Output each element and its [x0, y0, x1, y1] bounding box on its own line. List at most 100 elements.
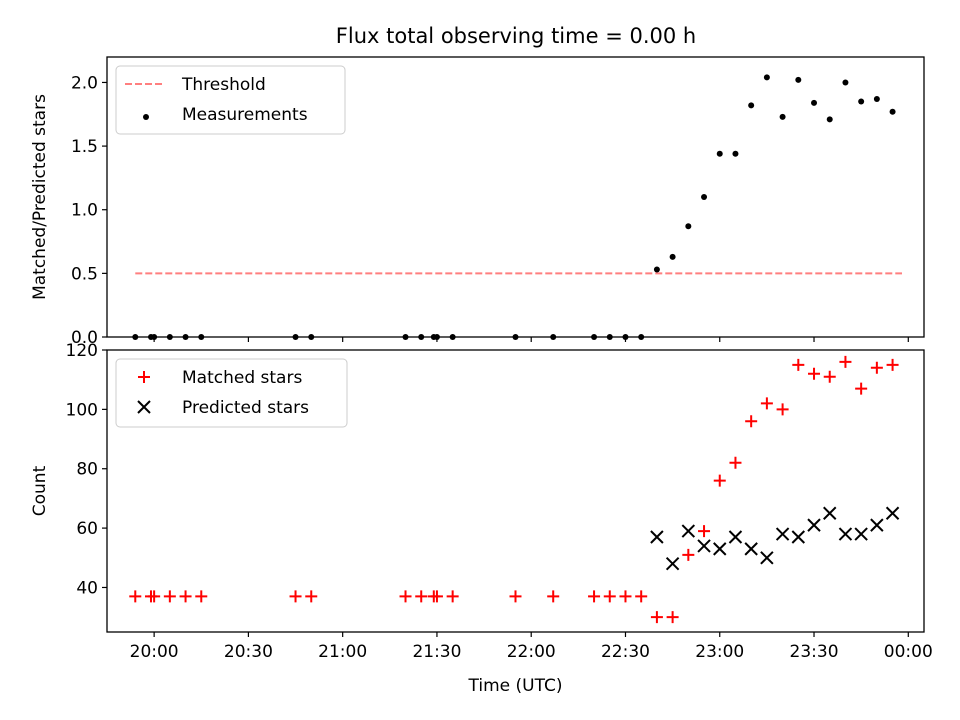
data-point: [713, 474, 726, 487]
data-point: [650, 530, 664, 544]
data-point: [716, 150, 723, 157]
y-tick-label: 1.5: [71, 137, 98, 157]
data-point: [823, 370, 836, 383]
data-point: [163, 590, 176, 603]
data-point: [823, 506, 837, 520]
x-tick-label: 22:30: [601, 642, 650, 662]
chart-title: Flux total observing time = 0.00 h: [336, 24, 696, 48]
legend-swatch: [143, 114, 149, 120]
data-point: [653, 266, 660, 273]
y-tick-label: 1.0: [71, 201, 98, 221]
legend-swatch: [138, 371, 150, 383]
data-point: [870, 518, 884, 532]
top-panel: 0.0 0.5 1.0 1.5 2.0 Matched/Predicted stars Th…: [30, 56, 925, 348]
y-tick-label: 100: [66, 400, 98, 420]
data-point: [195, 590, 208, 603]
series-predicted-stars: [650, 506, 900, 571]
data-point: [701, 194, 708, 200]
y-tick-label: 120: [66, 341, 98, 361]
data-point: [509, 590, 522, 603]
data-point: [826, 116, 833, 123]
data-point: [792, 358, 805, 371]
data-point: [763, 74, 770, 81]
legend: Threshold Measurements: [115, 65, 346, 135]
data-point: [681, 524, 696, 538]
data-point: [148, 590, 161, 603]
y-tick-label: 0.0: [71, 328, 98, 348]
y-axis-label: Count: [30, 465, 50, 516]
legend-box: [115, 358, 348, 428]
legend-box: [115, 65, 346, 135]
data-point: [697, 539, 711, 553]
data-point: [698, 525, 711, 538]
x-tick-label: 23:00: [695, 642, 744, 662]
x-tick-label: 22:00: [507, 642, 556, 662]
x-tick-label: 21:30: [412, 642, 461, 662]
data-point: [685, 223, 692, 230]
data-point: [855, 382, 868, 395]
y-axis-label: Matched/Predicted stars: [30, 94, 50, 300]
y-tick-label: 40: [76, 578, 98, 598]
data-point: [713, 542, 727, 556]
legend-label: Measurements: [182, 105, 308, 125]
data-point: [858, 98, 865, 105]
data-point: [838, 527, 853, 541]
data-point: [588, 590, 601, 603]
data-point: [603, 590, 616, 603]
data-point: [732, 150, 739, 157]
y-tick-label: 80: [76, 460, 98, 480]
data-point: [854, 527, 868, 541]
legend-label: Threshold: [181, 75, 266, 95]
data-point: [635, 590, 648, 603]
x-tick-label: 20:30: [224, 642, 273, 662]
data-point: [430, 590, 443, 603]
data-point: [619, 590, 632, 603]
x-tick-label: 20:00: [130, 642, 179, 662]
bottom-panel: 40 60 80 100 120 20:00 20:30 21:00 21:30 22:00 22:…: [30, 341, 933, 696]
legend-label: Predicted stars: [182, 398, 309, 418]
data-point: [870, 361, 883, 374]
data-point: [791, 530, 806, 544]
x-tick-label: 23:30: [790, 642, 839, 662]
x-tick-label: 00:00: [884, 642, 933, 662]
data-point: [289, 590, 302, 603]
legend-swatch: [137, 400, 151, 414]
data-point: [808, 367, 821, 380]
y-tick-label: 0.5: [71, 264, 98, 284]
data-point: [775, 527, 790, 541]
data-point: [446, 590, 459, 603]
data-point: [873, 96, 880, 102]
data-point: [665, 557, 680, 571]
data-point: [666, 611, 679, 624]
x-axis-label: Time (UTC): [468, 676, 563, 696]
legend: Matched stars Predicted stars: [115, 358, 348, 428]
data-point: [807, 518, 821, 532]
data-point: [669, 253, 676, 260]
data-point: [839, 355, 852, 368]
plot-frame: [106, 56, 925, 338]
data-point: [779, 113, 786, 120]
data-point: [776, 403, 789, 416]
data-point: [415, 590, 428, 603]
data-point: [179, 590, 192, 603]
series-matched-stars: [129, 355, 899, 624]
legend-label: Matched stars: [182, 368, 302, 388]
data-point: [129, 590, 142, 603]
data-point: [760, 397, 773, 410]
data-point: [744, 542, 758, 556]
data-point: [889, 108, 896, 115]
data-point: [650, 611, 663, 624]
data-point: [886, 358, 899, 371]
y-tick-label: 60: [76, 519, 98, 539]
x-tick-label: 21:00: [318, 642, 367, 662]
series-measurements: [132, 74, 896, 340]
plot-frame: [106, 349, 925, 633]
data-point: [885, 506, 900, 520]
data-point: [729, 456, 742, 469]
data-point: [305, 590, 318, 603]
data-point: [547, 590, 560, 603]
data-point: [745, 415, 758, 428]
data-point: [842, 79, 849, 86]
data-point: [811, 99, 818, 106]
